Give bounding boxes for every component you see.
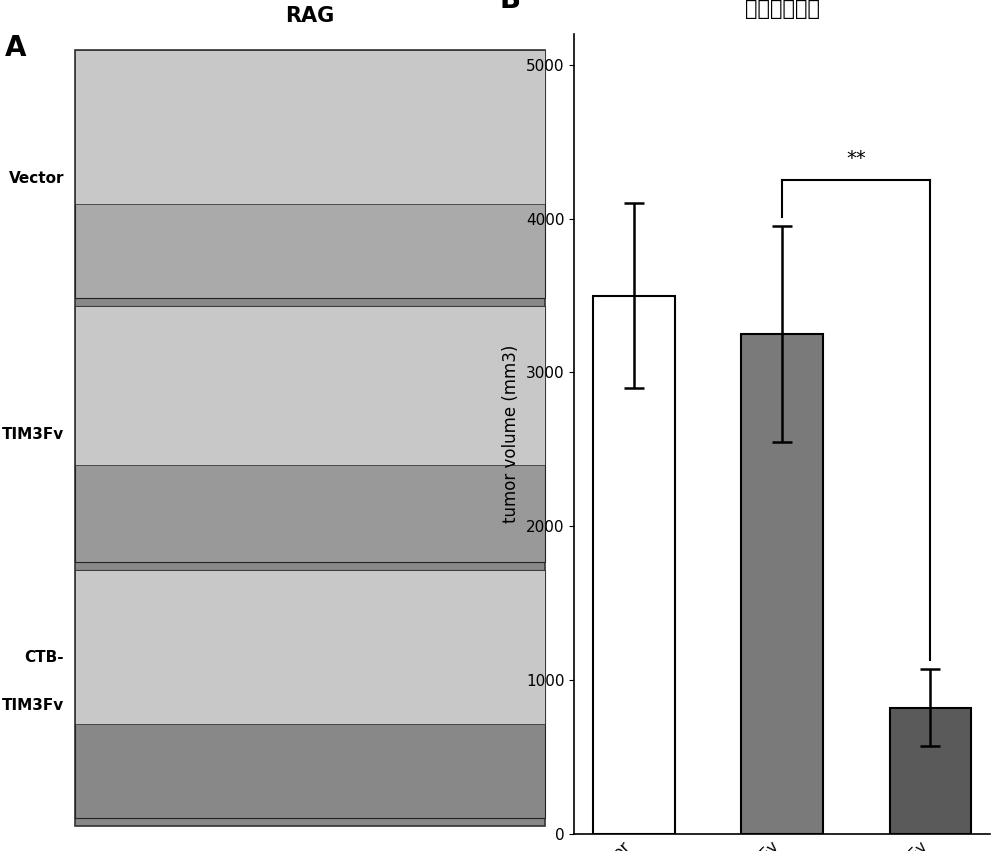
FancyBboxPatch shape xyxy=(75,50,545,826)
Title: 瘾体大小比较: 瘾体大小比较 xyxy=(745,0,820,19)
Y-axis label: tumor volume (mm3): tumor volume (mm3) xyxy=(502,345,520,523)
Text: A: A xyxy=(5,34,26,62)
Text: B: B xyxy=(499,0,521,14)
Text: TIM3Fv: TIM3Fv xyxy=(2,699,64,713)
Text: RAG: RAG xyxy=(285,6,335,26)
FancyBboxPatch shape xyxy=(75,50,545,203)
FancyBboxPatch shape xyxy=(75,306,545,562)
FancyBboxPatch shape xyxy=(75,306,545,465)
Bar xyxy=(741,334,823,834)
Text: CTB-: CTB- xyxy=(24,650,64,665)
Bar xyxy=(890,708,971,834)
Text: TIM3Fv: TIM3Fv xyxy=(2,426,64,442)
Text: Vector: Vector xyxy=(9,170,64,186)
Bar xyxy=(593,295,675,834)
FancyBboxPatch shape xyxy=(75,570,545,723)
FancyBboxPatch shape xyxy=(75,50,545,298)
Text: **: ** xyxy=(846,149,866,168)
FancyBboxPatch shape xyxy=(75,570,545,818)
